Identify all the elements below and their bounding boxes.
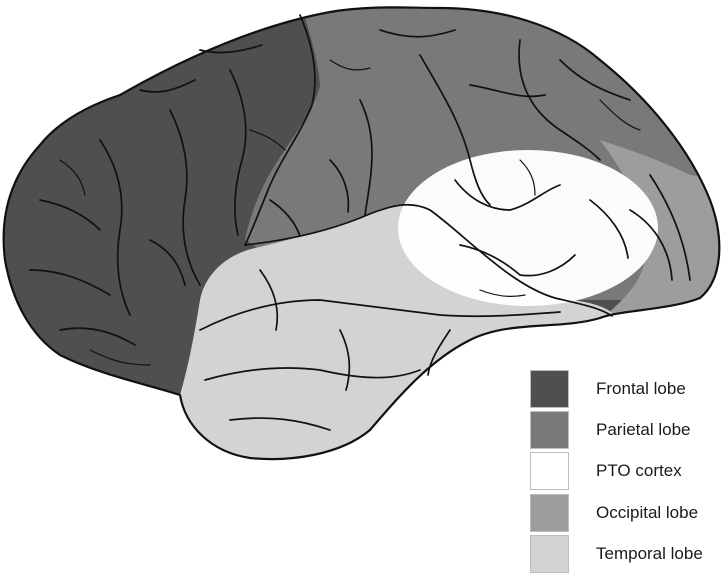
legend-item-pto-cortex: PTO cortex	[530, 452, 727, 493]
legend-label-temporal-lobe: Temporal lobe	[596, 543, 703, 563]
occipital-lobe-region	[590, 140, 720, 330]
legend-item-temporal-lobe: Temporal lobe	[530, 534, 727, 576]
temporal-lobe-region	[180, 204, 615, 460]
brain-outline	[2, 6, 721, 461]
legend-swatch-pto-cortex	[530, 452, 569, 491]
brain-sulci	[29, 14, 691, 431]
legend-swatch-frontal-lobe	[530, 370, 569, 408]
legend-swatch-occipital-lobe	[530, 493, 569, 532]
legend-swatch-parietal-lobe	[530, 411, 569, 450]
legend-swatch-temporal-lobe	[530, 534, 569, 573]
legend-item-occipital-lobe: Occipital lobe	[530, 493, 727, 535]
legend-item-frontal-lobe: Frontal lobe	[530, 370, 727, 411]
legend-item-parietal-lobe: Parietal lobe	[530, 411, 727, 452]
legend: Frontal lobe Parietal lobe PTO cortex Oc…	[530, 370, 727, 576]
legend-label-frontal-lobe: Frontal lobe	[596, 379, 686, 398]
pto-cortex-region	[398, 150, 658, 306]
legend-label-occipital-lobe: Occipital lobe	[596, 502, 699, 522]
legend-label-parietal-lobe: Parietal lobe	[596, 420, 691, 440]
legend-label-pto-cortex: PTO cortex	[596, 461, 682, 481]
